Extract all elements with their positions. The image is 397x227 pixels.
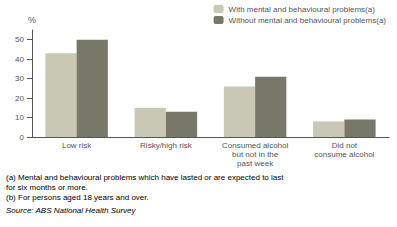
svg-text:40: 40 [15, 55, 24, 64]
svg-text:(b) For persons aged 18 years: (b) For persons aged 18 years and over. [6, 193, 149, 202]
svg-text:Without mental and behavioural: Without mental and behavioural problems(… [229, 16, 387, 25]
svg-text:but not in the: but not in the [232, 150, 279, 159]
svg-text:30: 30 [15, 74, 24, 83]
svg-text:for six months or more.: for six months or more. [6, 183, 88, 192]
svg-text:(a) Mental and behavioural pro: (a) Mental and behavioural problems whic… [6, 173, 284, 182]
svg-text:%: % [28, 15, 36, 25]
svg-text:With mental and behavioural pr: With mental and behavioural problems(a) [229, 5, 376, 14]
svg-text:10: 10 [15, 113, 24, 122]
svg-text:50: 50 [15, 35, 24, 44]
svg-text:20: 20 [15, 94, 24, 103]
svg-text:Did not: Did not [332, 141, 358, 150]
svg-text:0: 0 [20, 133, 25, 142]
svg-text:Source: ABS National Health Su: Source: ABS National Health Survey [6, 206, 137, 215]
svg-text:Risky/high risk: Risky/high risk [140, 141, 193, 150]
svg-text:consume alcohol: consume alcohol [314, 150, 374, 159]
svg-text:Low risk: Low risk [62, 141, 92, 150]
svg-text:Consumed alcohol: Consumed alcohol [222, 141, 288, 150]
svg-text:past week: past week [237, 159, 274, 168]
